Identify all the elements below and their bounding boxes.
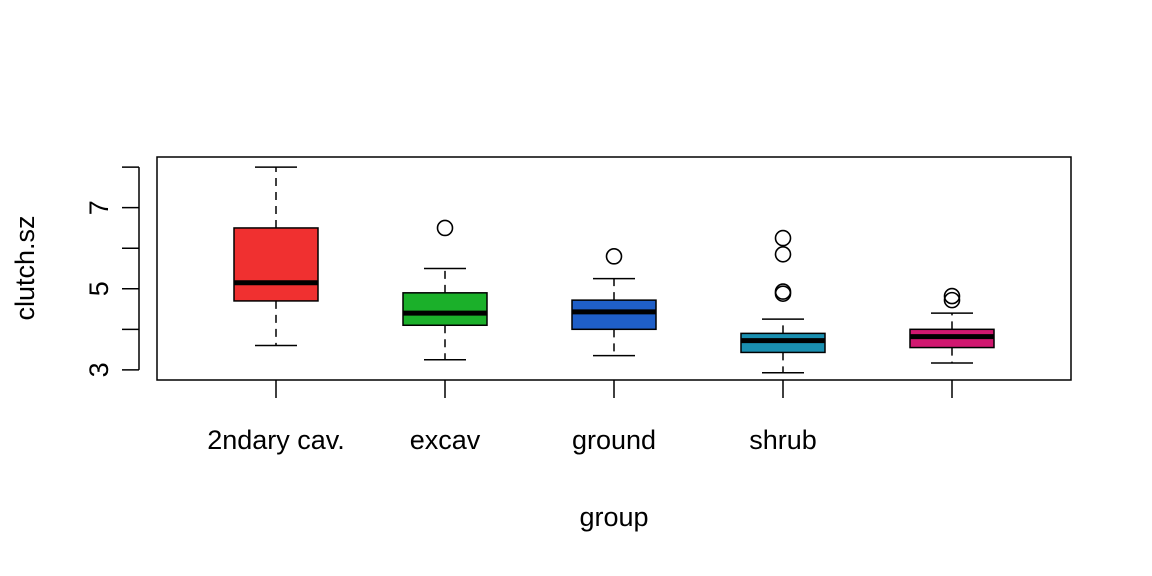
outlier-point <box>605 248 623 265</box>
outlier-point <box>774 246 792 263</box>
box-group <box>571 248 657 357</box>
outlier-point <box>436 219 454 237</box>
x-axis: 2ndary cav. excav ground shrub <box>207 380 953 455</box>
box-group <box>740 229 826 374</box>
x-tick-label: excav <box>410 425 481 455</box>
y-tick-label: 7 <box>84 200 114 215</box>
outlier-point <box>774 229 792 247</box>
box-group <box>909 287 995 364</box>
box-iqr <box>571 299 657 331</box>
box-iqr <box>402 292 488 327</box>
outlier-point <box>943 291 961 309</box>
x-tick-label: shrub <box>749 425 817 455</box>
outlier-point <box>774 283 792 300</box>
box-group <box>402 219 488 361</box>
x-axis-label: group <box>579 502 648 532</box>
box-group <box>233 166 319 347</box>
box-iqr <box>233 227 319 302</box>
y-tick-label: 3 <box>84 362 114 377</box>
outlier-point <box>943 287 961 305</box>
x-tick-label: ground <box>572 425 656 455</box>
y-axis: 3 5 7 <box>84 166 140 377</box>
y-axis-label: clutch.sz <box>10 215 40 320</box>
y-tick-label: 5 <box>84 281 114 296</box>
x-tick-label: 2ndary cav. <box>207 425 345 455</box>
boxes <box>233 166 995 374</box>
